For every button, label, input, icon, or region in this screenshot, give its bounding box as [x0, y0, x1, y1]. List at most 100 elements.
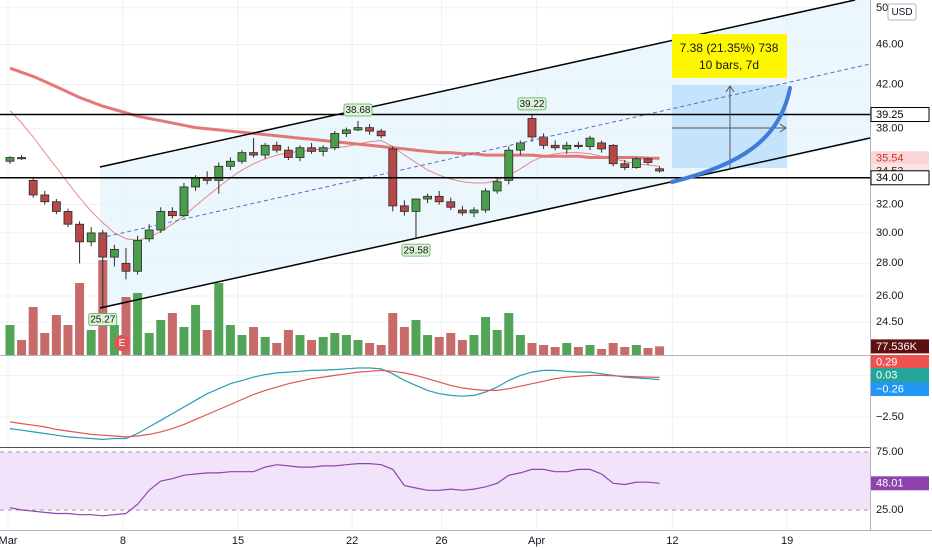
- currency-badge: [887, 3, 917, 21]
- candle-body: [376, 130, 386, 137]
- candle-body: [75, 223, 84, 243]
- candle-body: [283, 149, 293, 158]
- candle-body: [214, 165, 224, 181]
- y-tick-label: 30.00: [876, 227, 904, 239]
- candle-body: [411, 198, 421, 212]
- candle-body: [191, 177, 200, 188]
- volume-bar: [318, 337, 328, 355]
- measure-line1: 7.38 (21.35%) 738: [680, 41, 779, 55]
- annotation-box: [88, 313, 118, 326]
- macd-tick-label: −2.50: [876, 411, 904, 423]
- y-tick-label: 38.00: [876, 123, 904, 135]
- annotation-label: 29.58: [403, 245, 428, 256]
- volume-bar: [608, 343, 618, 355]
- candle-body: [86, 232, 96, 243]
- currency-label: USD: [891, 7, 912, 18]
- candle-body: [144, 229, 154, 240]
- candle-body: [469, 209, 479, 214]
- candle-body: [295, 147, 305, 158]
- y-tick-label: 24.50: [876, 316, 904, 328]
- volume-bar: [631, 345, 641, 355]
- candle-body: [330, 133, 340, 149]
- volume-bar: [121, 297, 131, 355]
- price-axis: [870, 0, 932, 530]
- signal-line: [9, 369, 660, 438]
- candle-body: [98, 232, 108, 258]
- annotation-box: [343, 103, 373, 117]
- candle-body: [307, 147, 316, 152]
- volume-bar: [620, 347, 630, 355]
- volume-bar: [295, 335, 305, 355]
- volume-bar: [446, 333, 456, 355]
- candle-body: [573, 144, 583, 147]
- volume-bar: [51, 315, 61, 355]
- volume-bar: [341, 335, 351, 355]
- candle-body: [40, 194, 50, 203]
- candle-body: [504, 149, 514, 181]
- volume-bar: [191, 305, 201, 355]
- volume-bar: [527, 343, 537, 355]
- candle-body: [608, 144, 618, 165]
- x-tick-label: 15: [232, 535, 244, 547]
- y-tick-label: 28.00: [876, 257, 904, 269]
- candle-body: [341, 129, 351, 134]
- candle-body: [63, 211, 73, 225]
- volume-bar: [585, 345, 595, 355]
- volume-bar: [156, 320, 166, 355]
- measure-line2: 10 bars, 7d: [699, 58, 759, 72]
- volume-bar: [272, 343, 282, 355]
- candle-body: [5, 157, 15, 162]
- volume-bar: [144, 333, 154, 355]
- candle-body: [51, 201, 61, 212]
- macd-last-label-bg: [871, 382, 929, 396]
- volume-bar: [109, 325, 119, 355]
- annotation-label: 38.68: [345, 105, 370, 116]
- volume-bar: [330, 333, 340, 355]
- candle-body: [434, 195, 444, 203]
- measure-label-box: [672, 34, 787, 78]
- x-tick-label: 22: [346, 535, 358, 547]
- price-level-label-bg: [871, 151, 929, 166]
- volume-bar: [434, 337, 444, 355]
- volume-bar: [481, 317, 491, 355]
- candle-body: [631, 158, 641, 168]
- candle-body: [17, 157, 26, 160]
- candle-body: [365, 127, 374, 132]
- volume-bar: [469, 335, 479, 355]
- volume-bar: [353, 340, 363, 355]
- y-tick-label: 42.00: [876, 79, 904, 91]
- channel-upper: [99, 0, 856, 168]
- price-level-label: 39.25: [876, 109, 904, 121]
- rsi-tick-label: 25.00: [876, 504, 904, 516]
- x-tick-label: 19: [781, 535, 793, 547]
- candle-body: [156, 211, 166, 231]
- candle-body: [133, 239, 142, 272]
- candle-body: [562, 144, 572, 150]
- channel-lower: [99, 137, 871, 309]
- macd-line: [9, 367, 660, 441]
- volume-bar: [179, 327, 189, 355]
- volume-bar: [573, 347, 583, 355]
- volume-bar: [562, 343, 572, 355]
- candle-body: [655, 168, 664, 172]
- price-level-label-bg: [870, 170, 930, 186]
- rsi-last-label-bg: [871, 476, 929, 491]
- volume-bar: [307, 340, 317, 355]
- macd-last-label: −0.26: [876, 383, 904, 395]
- rsi-last-label: 48.01: [876, 478, 904, 490]
- candle-body: [399, 205, 409, 212]
- volume-bar: [492, 330, 502, 355]
- rsi-tick-label: 75.00: [876, 446, 904, 458]
- candle-body: [272, 144, 282, 151]
- earnings-circle: [114, 335, 130, 351]
- price-level-label: 35.54: [876, 153, 904, 165]
- volume-bar: [411, 320, 421, 355]
- candle-body: [457, 209, 467, 214]
- candle-body: [597, 142, 606, 150]
- volume-bar: [388, 313, 398, 355]
- annotation-box: [401, 243, 431, 257]
- volume-bar: [133, 293, 143, 355]
- price-level-label: 34.00: [876, 172, 904, 184]
